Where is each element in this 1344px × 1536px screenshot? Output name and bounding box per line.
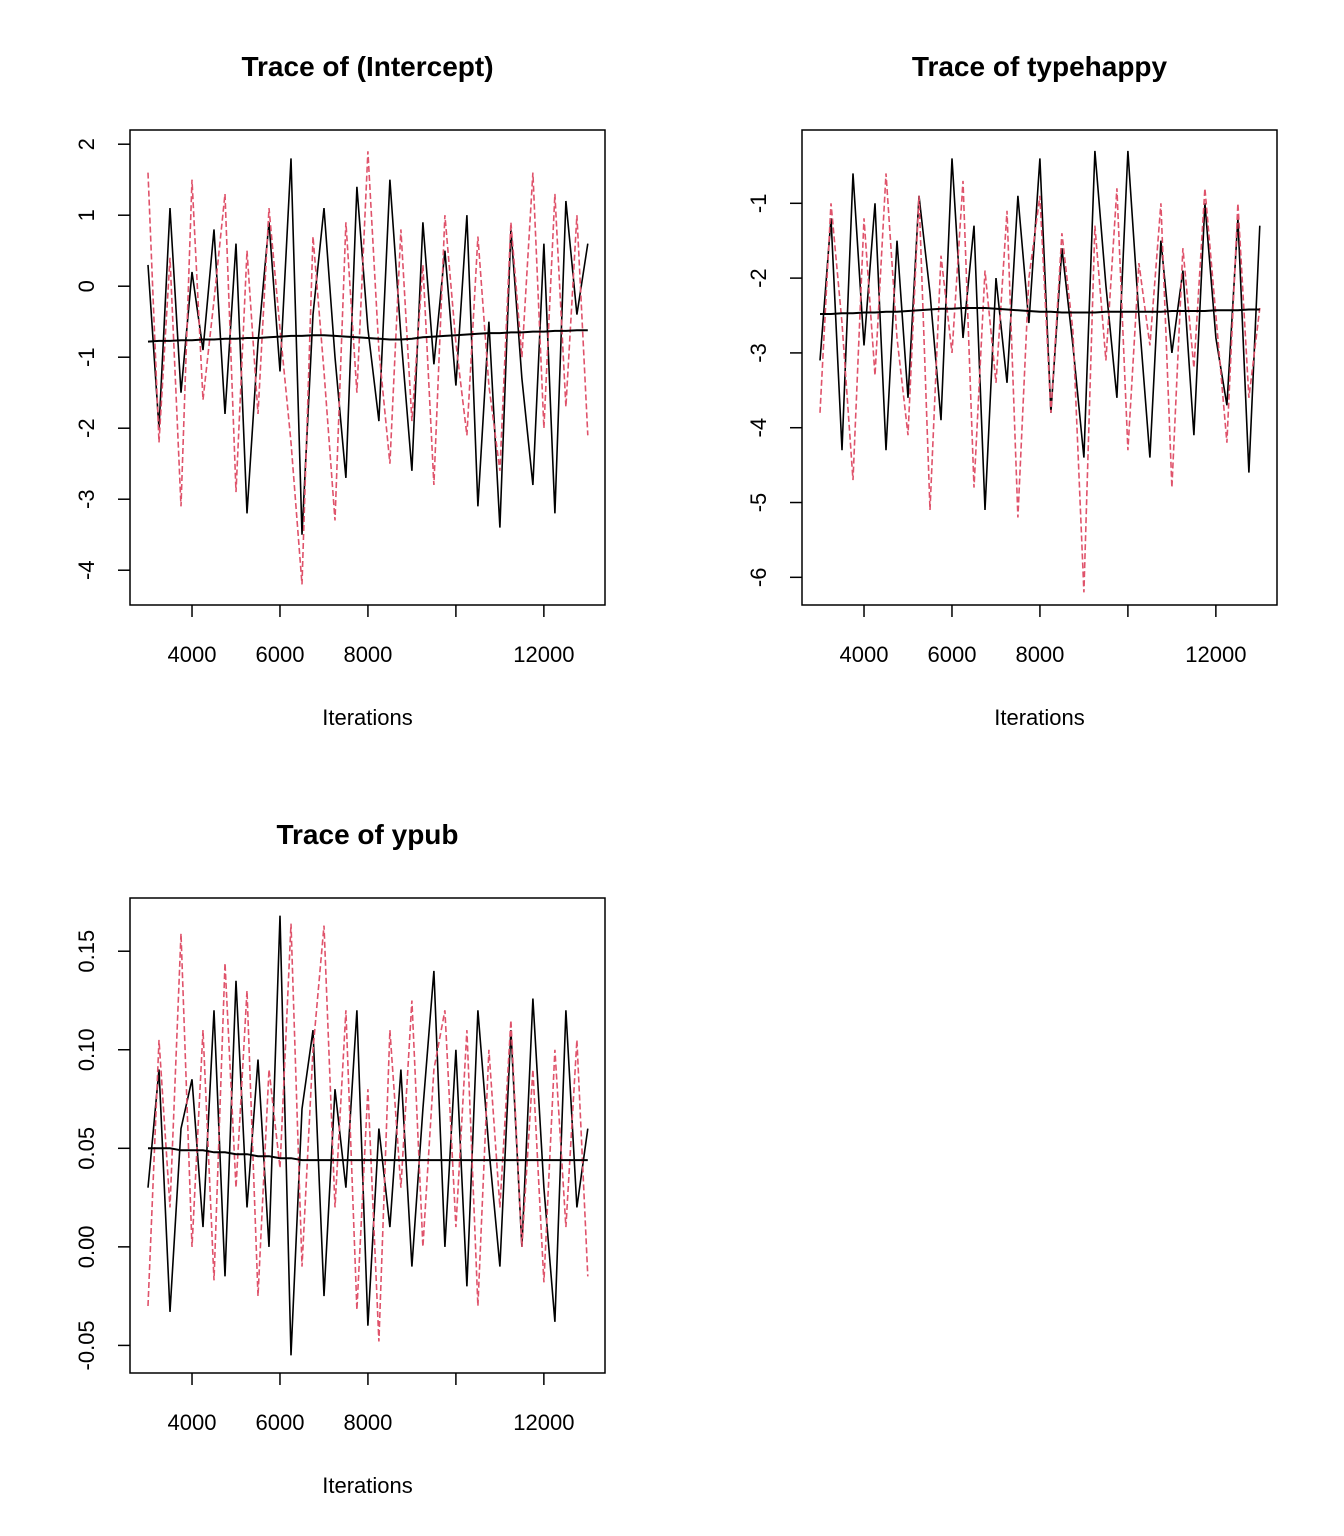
y-tick-label: -4 [74,560,99,580]
x-axis-label: Iterations [322,705,413,730]
y-tick-label: -3 [746,343,771,363]
x-tick-label: 12000 [513,642,574,667]
y-tick-label: -6 [746,568,771,588]
chart-title: Trace of (Intercept) [241,51,493,82]
trace-line [147,915,589,1356]
x-tick-label: 4000 [168,642,217,667]
x-tick-label: 8000 [1015,642,1064,667]
x-tick-label: 8000 [343,642,392,667]
x-tick-label: 6000 [928,642,977,667]
y-tick-label: 0.15 [74,930,99,973]
y-tick-label: 0 [74,280,99,292]
smooth-line [148,1147,588,1162]
y-tick-label: -5 [746,493,771,513]
y-tick-label: -2 [746,268,771,288]
plot-frame [129,129,606,606]
y-tick-label: -1 [746,194,771,214]
x-tick-label: 12000 [513,1410,574,1435]
trace-line [147,151,589,585]
plot-frame [801,129,1278,606]
x-tick-label: 4000 [168,1410,217,1435]
x-axis-label: Iterations [322,1473,413,1498]
x-tick-label: 12000 [1185,642,1246,667]
y-tick-label: -2 [74,418,99,438]
plot-frame [129,897,606,1374]
y-tick-label: -1 [74,347,99,367]
y-tick-label: -3 [74,489,99,509]
y-tick-label: 2 [74,138,99,150]
y-tick-label: 0.00 [74,1225,99,1268]
x-tick-label: 6000 [256,1410,305,1435]
trace-line [147,158,589,535]
smooth-line [147,329,588,343]
trace-line [819,150,1261,511]
x-tick-label: 4000 [840,642,889,667]
y-tick-label: -0.05 [74,1320,99,1370]
x-tick-label: 8000 [343,1410,392,1435]
trace-line [147,923,589,1342]
y-tick-label: 0.05 [74,1127,99,1170]
chart-title: Trace of typehappy [912,51,1168,82]
y-tick-label: 1 [74,209,99,221]
chart-title: Trace of ypub [276,819,458,850]
trace-line [819,173,1261,593]
x-tick-label: 6000 [256,642,305,667]
y-tick-label: -4 [746,418,771,438]
x-axis-label: Iterations [994,705,1085,730]
y-tick-label: 0.10 [74,1028,99,1071]
smooth-line [820,307,1260,315]
